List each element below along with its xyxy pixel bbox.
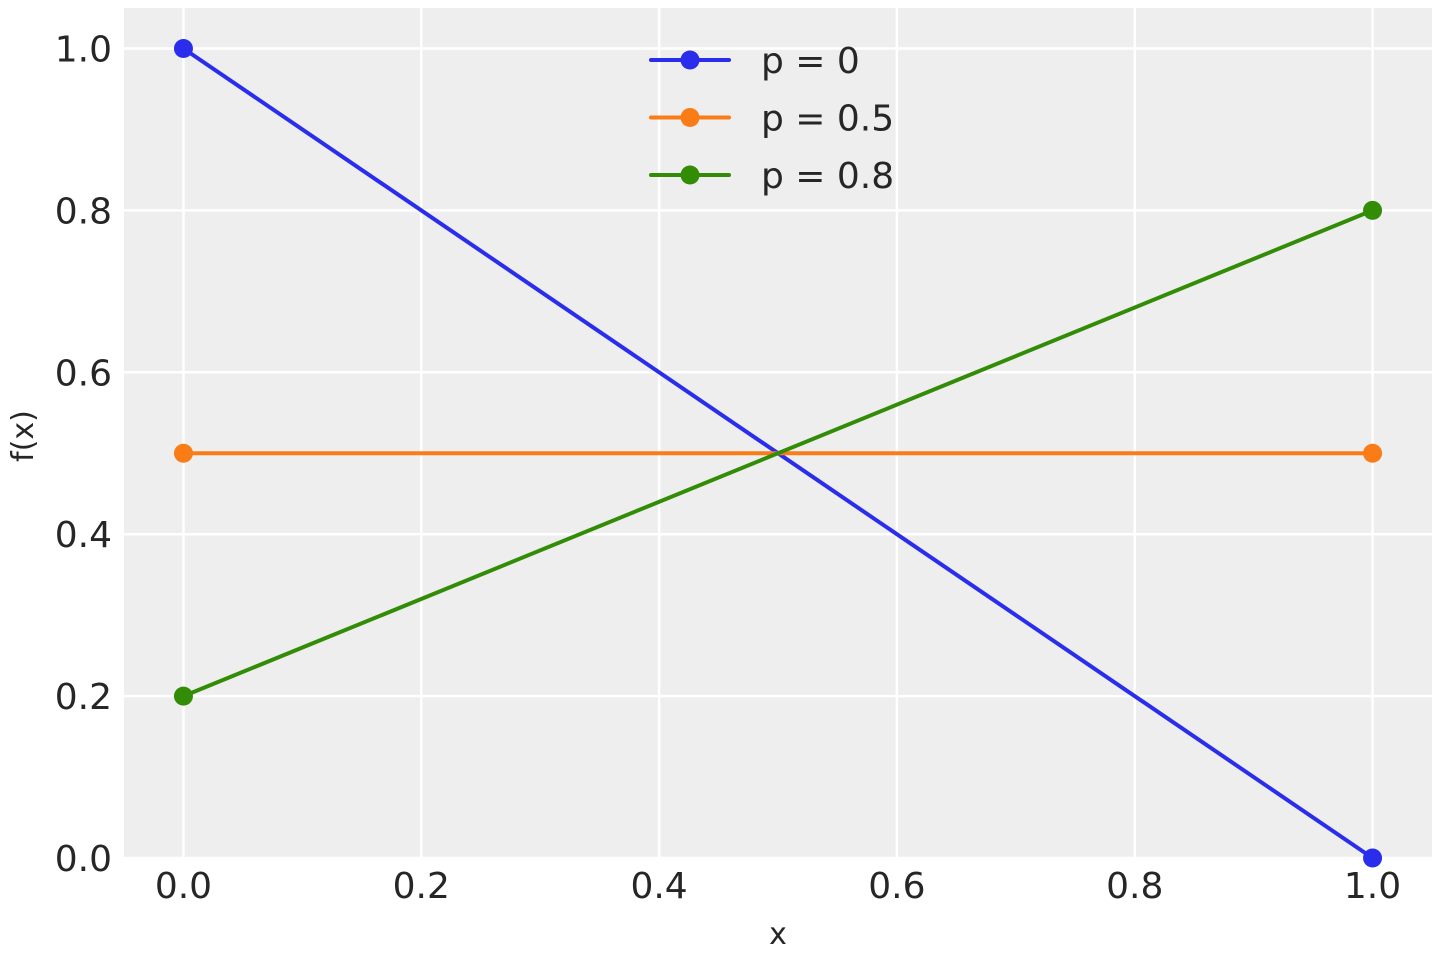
- x-tick-label: 1.0: [1344, 866, 1401, 907]
- legend-entry: p = 0.8: [649, 156, 894, 197]
- x-axis-label: x: [769, 917, 787, 952]
- plot-background: [124, 8, 1432, 858]
- y-tick-label: 0.8: [55, 191, 112, 232]
- legend-marker: [680, 165, 700, 185]
- y-tick-label: 0.2: [55, 677, 112, 718]
- y-tick-label: 0.4: [55, 515, 112, 556]
- y-tick-label: 0.0: [55, 839, 112, 880]
- x-tick-label: 0.8: [1106, 866, 1163, 907]
- x-ticks: 0.0 0.2 0.4 0.6 0.8 1.0: [155, 866, 1401, 907]
- x-tick-label: 0.6: [868, 866, 925, 907]
- legend-marker: [680, 50, 700, 70]
- data-point: [1363, 200, 1383, 220]
- y-ticks: 0.0 0.2 0.4 0.6 0.8 1.0: [55, 29, 112, 880]
- data-point: [173, 38, 193, 58]
- data-point: [173, 443, 193, 463]
- y-tick-label: 1.0: [55, 29, 112, 70]
- legend: p = 0 p = 0.5 p = 0.8: [649, 41, 894, 197]
- data-point: [173, 686, 193, 706]
- legend-label: p = 0.5: [761, 99, 894, 140]
- series-lines: [173, 38, 1383, 868]
- legend-marker: [680, 108, 700, 127]
- legend-label: p = 0: [761, 41, 860, 82]
- data-point: [1363, 443, 1383, 463]
- legend-entry: p = 0: [649, 41, 860, 82]
- series-2: [173, 200, 1383, 706]
- y-axis-label: f(x): [6, 410, 41, 462]
- legend-entry: p = 0.5: [649, 99, 894, 140]
- legend-label: p = 0.8: [761, 156, 894, 197]
- x-tick-label: 0.2: [393, 866, 450, 907]
- y-tick-label: 0.6: [55, 353, 112, 394]
- x-tick-label: 0.4: [630, 866, 687, 907]
- grid: [124, 8, 1432, 860]
- x-tick-label: 0.0: [155, 866, 212, 907]
- data-point: [1363, 848, 1383, 868]
- series-line: [182, 208, 1374, 698]
